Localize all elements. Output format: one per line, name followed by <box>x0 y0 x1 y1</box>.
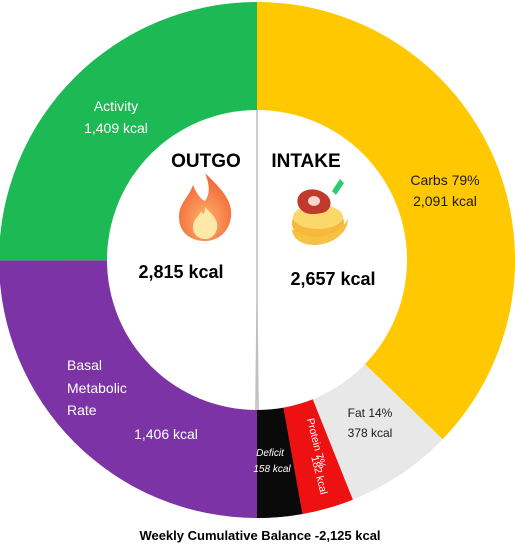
activity-value-label: 1,409 kcal <box>84 120 148 136</box>
deficit-name-label: Deficit <box>256 448 285 459</box>
outgo-heading: OUTGO <box>171 151 241 172</box>
carbs-name-label: Carbs 79% <box>410 172 479 188</box>
chart-footer: Weekly Cumulative Balance -2,125 kcal <box>139 528 380 543</box>
deficit-value-label: 158 kcal <box>253 464 291 475</box>
fat-name-label: Fat 14% <box>348 406 393 420</box>
outgo-total: 2,815 kcal <box>138 262 223 282</box>
intake-total: 2,657 kcal <box>290 269 375 289</box>
fat-value-label: 378 kcal <box>348 426 393 440</box>
activity-name-label: Activity <box>94 98 138 114</box>
intake-heading: INTAKE <box>271 151 340 172</box>
bmr-name-line-1: Basal <box>67 357 102 373</box>
food-icon <box>292 179 348 245</box>
bmr-value-label: 1,406 kcal <box>134 426 198 442</box>
bmr-name-line-2: Metabolic <box>67 380 127 396</box>
bmr-name-line-3: Rate <box>67 402 97 418</box>
carbs-value-label: 2,091 kcal <box>413 193 477 209</box>
fire-icon <box>179 173 232 241</box>
